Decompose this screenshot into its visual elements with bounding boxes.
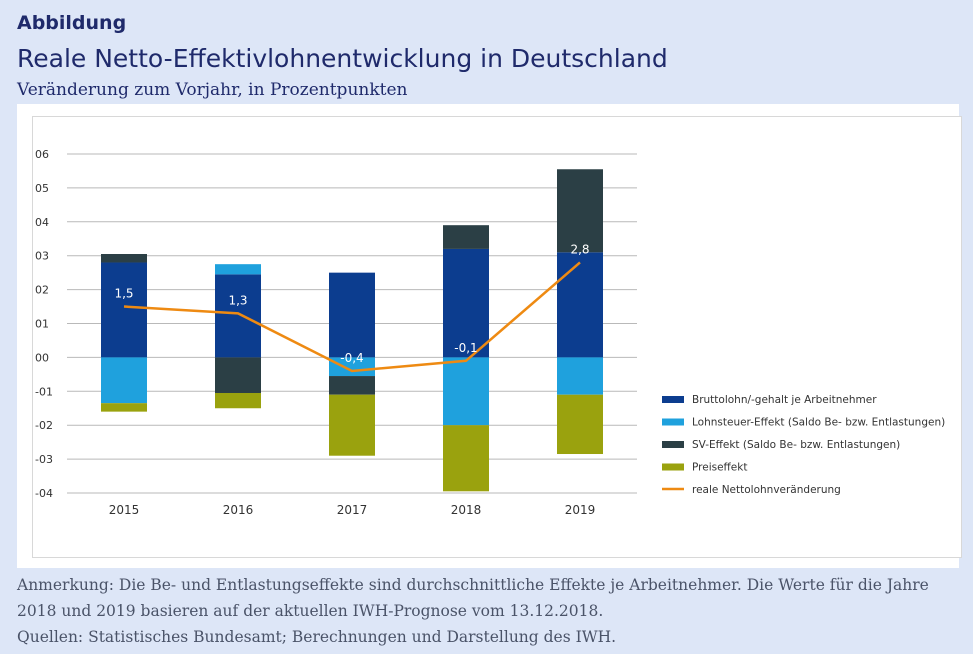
bar-segment <box>557 169 603 253</box>
bar-segment <box>329 394 375 456</box>
line-data-label: 2,8 <box>570 242 589 256</box>
note-line-1: Anmerkung: Die Be- und Entlastungseffekt… <box>17 576 929 594</box>
bar-segment <box>443 357 489 426</box>
bar-segment <box>101 262 147 358</box>
note-line-2: 2018 und 2019 basieren auf der aktuellen… <box>17 602 604 620</box>
y-tick-label: 02 <box>35 284 49 297</box>
y-tick-label: 05 <box>35 182 49 195</box>
chart-svg: 06 05 04 03 02 01 00 -01 -02 -03 -04 2015 2016 2017 20… <box>35 148 945 517</box>
y-tick-label: -03 <box>35 453 53 466</box>
legend-swatch <box>662 418 684 426</box>
bar-segment <box>557 252 603 358</box>
chart-subtitle: Veränderung zum Vorjahr, in Prozentpunkt… <box>17 80 408 100</box>
y-tick-label: -04 <box>35 487 53 500</box>
line-data-label: -0,1 <box>454 341 477 355</box>
y-tick-label: -01 <box>35 385 53 398</box>
x-tick-label: 2019 <box>565 503 596 517</box>
y-tick-label: 04 <box>35 216 49 229</box>
legend-label: Preiseffekt <box>692 462 747 474</box>
y-tick-label: 00 <box>35 351 49 364</box>
bar-segment <box>101 254 147 263</box>
bar-segment <box>329 272 375 358</box>
bar-segment <box>101 403 147 412</box>
bar-segment <box>215 392 261 409</box>
legend-label: Bruttolohn/-gehalt je Arbeitnehmer <box>692 394 877 406</box>
bar-segment <box>557 357 603 395</box>
x-tick-label: 2017 <box>337 503 368 517</box>
x-tick-label: 2016 <box>223 503 254 517</box>
x-tick-label: 2015 <box>109 503 140 517</box>
chart-container: 06 05 04 03 02 01 00 -01 -02 -03 -04 2015 2016 2017 20… <box>17 104 962 568</box>
line-data-label: 1,3 <box>228 293 247 307</box>
footnote: Anmerkung: Die Be- und Entlastungseffekt… <box>17 572 962 650</box>
legend-swatch <box>662 463 684 471</box>
x-tick-label: 2018 <box>451 503 482 517</box>
bar-segment <box>101 357 147 404</box>
y-tick-label: 01 <box>35 318 49 331</box>
line-data-label: -0,4 <box>340 351 363 365</box>
legend-swatch <box>662 396 684 403</box>
bar-segment <box>443 425 489 492</box>
sources-line: Quellen: Statistisches Bundesamt; Berech… <box>17 628 617 646</box>
line-data-label: 1,5 <box>114 287 133 301</box>
legend-label: SV-Effekt (Saldo Be- bzw. Entlastungen) <box>692 439 900 451</box>
legend-label: Lohnsteuer-Effekt (Saldo Be- bzw. Entlas… <box>692 417 945 429</box>
bar-segment <box>215 264 261 275</box>
bar-segment <box>215 357 261 393</box>
bar-segment <box>329 357 375 377</box>
bar-segment <box>215 274 261 358</box>
y-tick-label: 06 <box>35 148 49 161</box>
bar-segment <box>443 248 489 358</box>
chart-frame <box>32 116 962 558</box>
legend-label: reale Nettolohnveränderung <box>692 484 841 496</box>
y-tick-label: 03 <box>35 250 49 263</box>
chart-title: Reale Netto-Effektivlohnentwicklung in D… <box>17 44 668 73</box>
bar-segment <box>443 225 489 249</box>
legend-swatch <box>662 441 684 448</box>
figure-label: Abbildung <box>17 12 127 34</box>
line-series <box>123 261 581 373</box>
y-tick-label: -02 <box>35 419 53 432</box>
bar-segment <box>329 376 375 395</box>
bar-segment <box>557 394 603 455</box>
